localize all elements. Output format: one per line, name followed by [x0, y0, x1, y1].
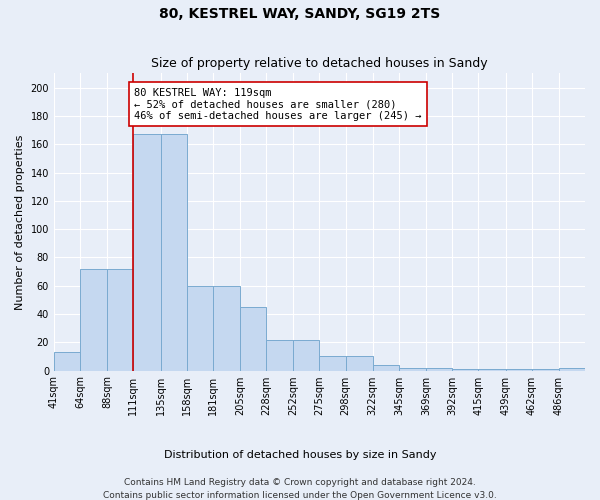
- Bar: [452, 369, 478, 370]
- Text: 80, KESTREL WAY, SANDY, SG19 2TS: 80, KESTREL WAY, SANDY, SG19 2TS: [160, 8, 440, 22]
- Bar: [187, 286, 213, 370]
- Y-axis label: Number of detached properties: Number of detached properties: [15, 134, 25, 310]
- Bar: [559, 368, 585, 370]
- Bar: [399, 368, 426, 370]
- Bar: [373, 365, 399, 370]
- Title: Size of property relative to detached houses in Sandy: Size of property relative to detached ho…: [151, 56, 488, 70]
- Bar: [107, 268, 133, 370]
- Text: Contains HM Land Registry data © Crown copyright and database right 2024.
Contai: Contains HM Land Registry data © Crown c…: [103, 478, 497, 500]
- Text: 80 KESTREL WAY: 119sqm
← 52% of detached houses are smaller (280)
46% of semi-de: 80 KESTREL WAY: 119sqm ← 52% of detached…: [134, 88, 422, 121]
- Bar: [80, 268, 107, 370]
- Bar: [213, 286, 240, 370]
- Bar: [240, 307, 266, 370]
- Bar: [319, 356, 346, 370]
- Bar: [478, 369, 506, 370]
- Bar: [54, 352, 80, 370]
- Bar: [293, 340, 319, 370]
- Bar: [506, 369, 532, 370]
- Bar: [161, 134, 187, 370]
- Bar: [532, 369, 559, 370]
- Text: Distribution of detached houses by size in Sandy: Distribution of detached houses by size …: [164, 450, 436, 460]
- Bar: [346, 356, 373, 370]
- Bar: [266, 340, 293, 370]
- Bar: [426, 368, 452, 370]
- Bar: [133, 134, 161, 370]
